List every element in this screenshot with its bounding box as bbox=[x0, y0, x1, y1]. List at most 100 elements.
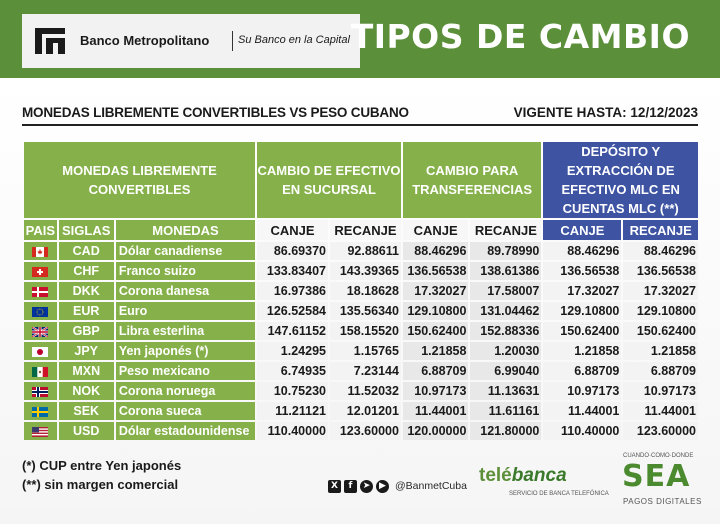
cell-mlc-canje: 88.46296 bbox=[543, 242, 622, 260]
cell-mlc-recanje: 17.32027 bbox=[623, 282, 698, 300]
cell-tr-recanje: 89.78990 bbox=[470, 242, 542, 260]
eu-flag bbox=[24, 302, 57, 320]
cell-mlc-recanje: 6.88709 bbox=[623, 362, 698, 380]
cell-name: Euro bbox=[115, 302, 256, 320]
cell-name: Dólar canadiense bbox=[115, 242, 256, 260]
cell-tr-recanje: 138.61386 bbox=[470, 262, 542, 280]
switzerland-flag bbox=[24, 262, 57, 280]
cell-mlc-canje: 17.32027 bbox=[543, 282, 622, 300]
social-handle[interactable]: @BanmetCuba bbox=[395, 480, 467, 492]
cell-tr-recanje: 17.58007 bbox=[470, 282, 542, 300]
cell-mlc-recanje: 11.44001 bbox=[623, 402, 698, 420]
bank-slogan: Su Banco en la Capital bbox=[238, 34, 350, 46]
cell-name: Dólar estadounidense bbox=[115, 422, 256, 440]
cell-mlc-canje: 136.56538 bbox=[543, 262, 622, 280]
cell-ef-canje: 11.21121 bbox=[257, 402, 328, 420]
telegram-icon[interactable]: ➤ bbox=[360, 479, 373, 493]
cell-tr-recanje: 11.61161 bbox=[470, 402, 542, 420]
cell-ef-canje: 147.61152 bbox=[257, 322, 328, 340]
cell-mlc-canje: 1.21858 bbox=[543, 342, 622, 360]
cell-code: CHF bbox=[58, 262, 114, 280]
subtitle-divider bbox=[22, 124, 698, 126]
cell-ef-canje: 133.83407 bbox=[257, 262, 328, 280]
cell-ef-canje: 16.97386 bbox=[257, 282, 328, 300]
col-mlc-canje: CANJE bbox=[543, 220, 622, 240]
logo-divider bbox=[232, 31, 233, 51]
page-title: TIPOS DE CAMBIO bbox=[350, 17, 690, 56]
facebook-icon[interactable]: f bbox=[344, 479, 357, 493]
social-links: X f ➤ ▶ @BanmetCuba bbox=[328, 478, 467, 494]
rate-rows: CAD Dólar canadiense 86.69370 92.88611 88.46… bbox=[24, 242, 698, 440]
table-subtitle: MONEDAS LIBREMENTE CONVERTIBLES VS PESO … bbox=[22, 105, 409, 120]
footnote-margin: (**) sin margen comercial bbox=[22, 477, 179, 492]
cell-name: Corona noruega bbox=[115, 382, 256, 400]
cell-code: MXN bbox=[58, 362, 114, 380]
table-row: GBP Libra esterlina 147.61152 158.15520 150.… bbox=[24, 322, 698, 340]
cell-tr-canje: 88.46296 bbox=[402, 242, 469, 260]
cell-tr-canje: 11.44001 bbox=[402, 402, 469, 420]
col-tr-canje: CANJE bbox=[402, 220, 469, 240]
col-monedas: MONEDAS bbox=[115, 220, 256, 240]
cell-code: JPY bbox=[58, 342, 114, 360]
usa-flag bbox=[24, 422, 57, 440]
col-tr-recanje: RECANJE bbox=[470, 220, 542, 240]
table-row: SEK Corona sueca 11.21121 12.01201 11.44001 1… bbox=[24, 402, 698, 420]
cell-tr-recanje: 6.99040 bbox=[470, 362, 542, 380]
sea-wordmark: SEA bbox=[622, 459, 691, 494]
cell-ef-recanje: 143.39365 bbox=[329, 262, 401, 280]
cell-code: SEK bbox=[58, 402, 114, 420]
cell-tr-canje: 17.32027 bbox=[402, 282, 469, 300]
header-bar: Banco Metropolitano Su Banco en la Capit… bbox=[0, 0, 720, 78]
cell-name: Libra esterlina bbox=[115, 322, 256, 340]
cell-ef-recanje: 123.60000 bbox=[329, 422, 401, 440]
cell-ef-recanje: 1.15765 bbox=[329, 342, 401, 360]
cell-mlc-canje: 10.97173 bbox=[543, 382, 622, 400]
table-row: EUR Euro 126.52584 135.56340 129.10800 131.04… bbox=[24, 302, 698, 320]
bank-logo-icon bbox=[34, 24, 68, 58]
cell-tr-canje: 150.62400 bbox=[402, 322, 469, 340]
cell-tr-recanje: 121.80000 bbox=[470, 422, 542, 440]
col-ef-canje: CANJE bbox=[257, 220, 328, 240]
sea-subtitle: PAGOS DIGITALES bbox=[623, 497, 702, 506]
cell-mlc-recanje: 123.60000 bbox=[623, 422, 698, 440]
cell-ef-recanje: 7.23144 bbox=[329, 362, 401, 380]
cell-mlc-canje: 150.62400 bbox=[543, 322, 622, 340]
cell-code: GBP bbox=[58, 322, 114, 340]
sweden-flag bbox=[24, 402, 57, 420]
validity-date: VIGENTE HASTA: 12/12/2023 bbox=[513, 105, 698, 120]
x-icon[interactable]: X bbox=[328, 479, 341, 493]
cell-ef-recanje: 135.56340 bbox=[329, 302, 401, 320]
table-row: DKK Corona danesa 16.97386 18.18628 17.32027… bbox=[24, 282, 698, 300]
footnote-yen: (*) CUP entre Yen japonés bbox=[22, 458, 182, 473]
table-row: CAD Dólar canadiense 86.69370 92.88611 88.46… bbox=[24, 242, 698, 260]
cell-mlc-recanje: 88.46296 bbox=[623, 242, 698, 260]
uk-flag bbox=[24, 322, 57, 340]
cell-ef-canje: 110.40000 bbox=[257, 422, 328, 440]
sea-tagline: CUANDO·COMO·DONDE bbox=[623, 453, 694, 459]
cell-tr-canje: 129.10800 bbox=[402, 302, 469, 320]
cell-mlc-canje: 6.88709 bbox=[543, 362, 622, 380]
bank-name: Banco Metropolitano bbox=[80, 33, 210, 48]
denmark-flag bbox=[24, 282, 57, 300]
youtube-icon[interactable]: ▶ bbox=[376, 479, 389, 493]
sea-logo: CUANDO·COMO·DONDE SEA PAGOS DIGITALES bbox=[620, 453, 702, 511]
cell-tr-canje: 120.00000 bbox=[402, 422, 469, 440]
telebanca-wordmark: telébanca bbox=[479, 465, 567, 486]
col-mlc-recanje: RECANJE bbox=[623, 220, 698, 240]
cell-code: NOK bbox=[58, 382, 114, 400]
cell-name: Corona sueca bbox=[115, 402, 256, 420]
header-mlc: DEPÓSITO Y EXTRACCIÓN DE EFECTIVO MLC EN… bbox=[543, 142, 698, 218]
header-transferencias: CAMBIO PARA TRANSFERENCIAS bbox=[402, 142, 542, 218]
cell-ef-canje: 6.74935 bbox=[257, 362, 328, 380]
cell-mlc-recanje: 150.62400 bbox=[623, 322, 698, 340]
footnotes: (*) CUP entre Yen japonés (**) sin marge… bbox=[22, 456, 181, 494]
cell-ef-canje: 10.75230 bbox=[257, 382, 328, 400]
cell-ef-recanje: 18.18628 bbox=[329, 282, 401, 300]
telebanca-subtitle: SERVICIO DE BANCA TELEFÓNICA bbox=[509, 491, 609, 497]
col-siglas: SIGLAS bbox=[58, 220, 114, 240]
cell-mlc-canje: 129.10800 bbox=[543, 302, 622, 320]
cell-tr-canje: 136.56538 bbox=[402, 262, 469, 280]
cell-ef-recanje: 158.15520 bbox=[329, 322, 401, 340]
cell-mlc-canje: 110.40000 bbox=[543, 422, 622, 440]
canada-flag bbox=[24, 242, 57, 260]
